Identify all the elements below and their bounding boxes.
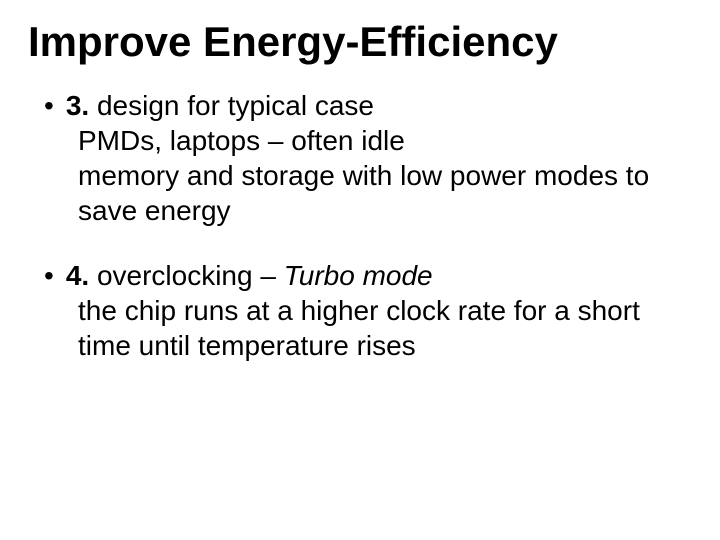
bullet-subline: memory and storage with low power modes …	[78, 158, 692, 228]
bullet-row: • 3. design for typical case	[44, 88, 692, 123]
bullet-number: 4.	[66, 260, 89, 291]
bullet-group-3: • 3. design for typical case PMDs, lapto…	[28, 88, 692, 228]
bullet-group-4: • 4. overclocking – Turbo mode the chip …	[28, 258, 692, 363]
bullet-title-plain: overclocking –	[89, 260, 284, 291]
slide: Improve Energy-Efficiency • 3. design fo…	[0, 0, 720, 540]
bullet-title: design for typical case	[89, 90, 374, 121]
bullet-title-italic: Turbo mode	[284, 260, 433, 291]
bullet-lead: 3. design for typical case	[66, 88, 374, 123]
bullet-subline: the chip runs at a higher clock rate for…	[78, 293, 692, 363]
bullet-icon: •	[44, 258, 54, 293]
bullet-subline: PMDs, laptops – often idle	[78, 123, 692, 158]
slide-title: Improve Energy-Efficiency	[28, 18, 692, 66]
bullet-lead: 4. overclocking – Turbo mode	[66, 258, 433, 293]
bullet-row: • 4. overclocking – Turbo mode	[44, 258, 692, 293]
bullet-icon: •	[44, 88, 54, 123]
bullet-number: 3.	[66, 90, 89, 121]
